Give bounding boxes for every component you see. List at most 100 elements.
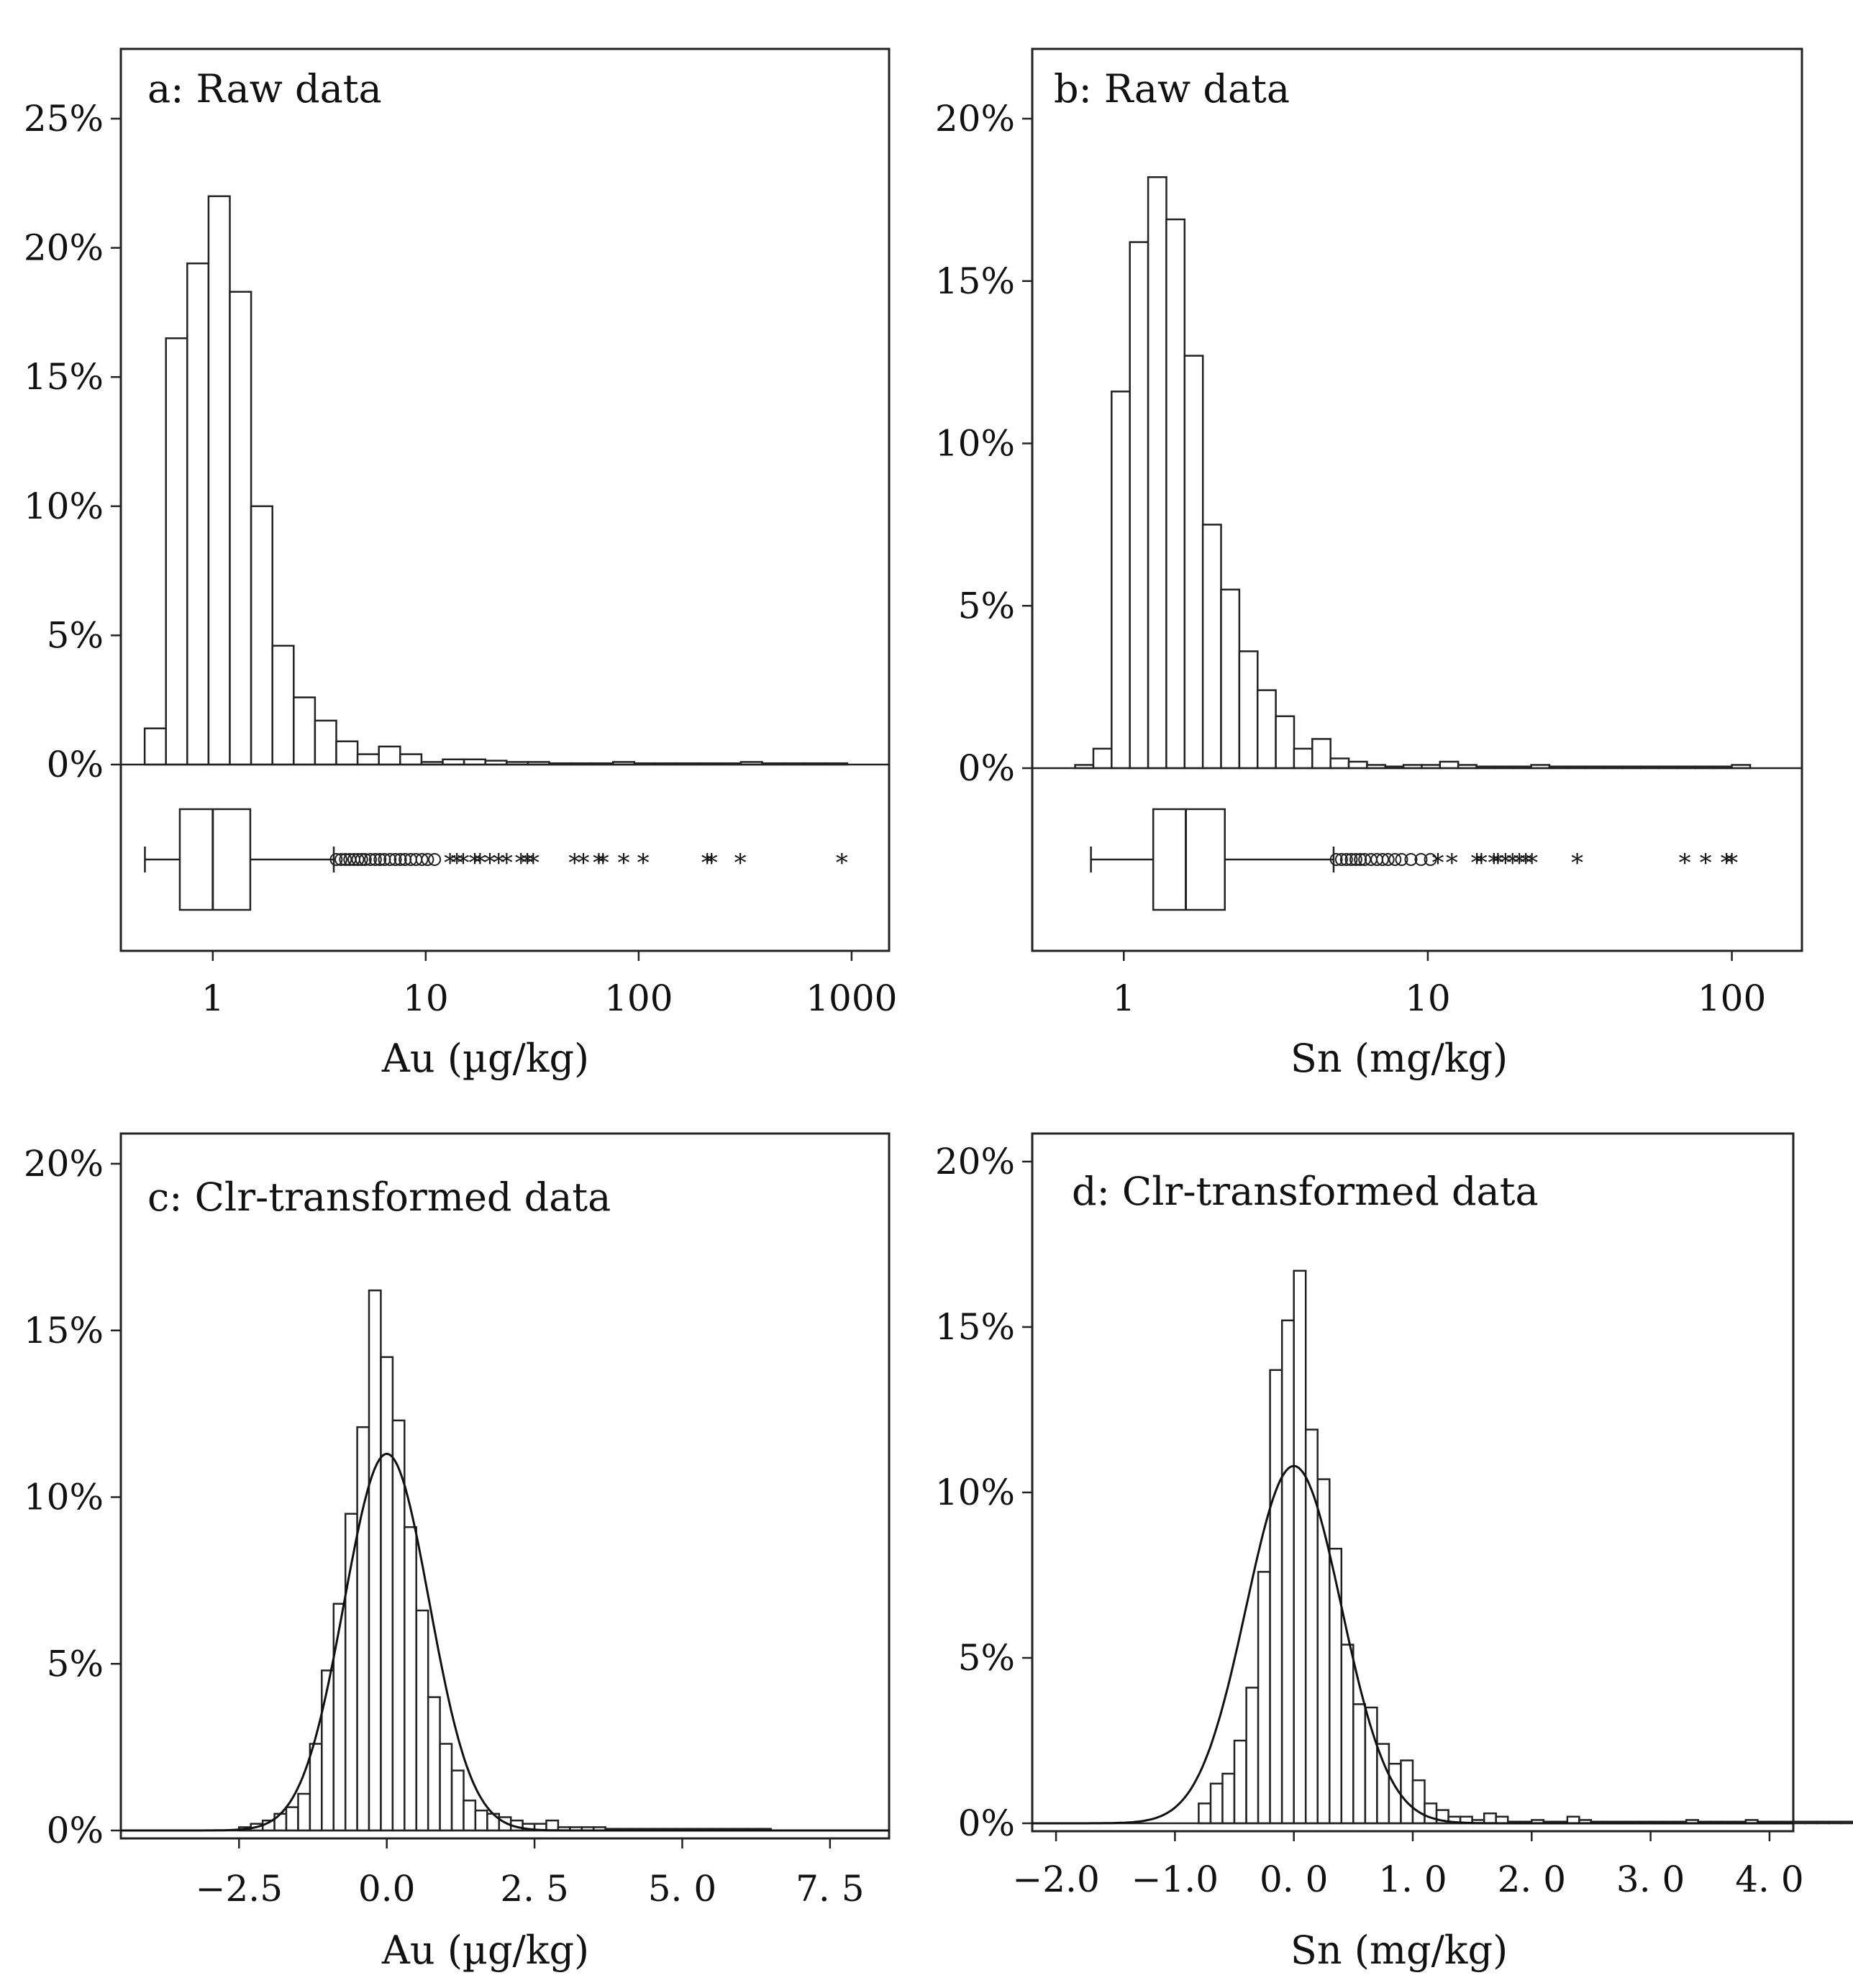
hist-bar <box>1238 650 1259 770</box>
outlier-circle <box>1329 853 1343 866</box>
y-tick-label: 25% <box>24 98 104 140</box>
hist-bar <box>427 1696 441 1832</box>
outlier-star: * <box>444 849 456 877</box>
panel-d-x-axis: −2.0 −1.0 0. 0 1. 0 2. 0 3. 0 4. 0 <box>1012 1831 1804 1900</box>
outlier-circle <box>383 853 397 866</box>
hist-bar <box>356 753 380 766</box>
hist-bar <box>415 1609 429 1832</box>
outlier-star: * <box>501 849 513 877</box>
outlier-star: * <box>1513 849 1526 877</box>
y-tick-label: 5% <box>958 585 1015 626</box>
hist-bar <box>450 1769 465 1832</box>
panel-d-frame <box>1031 1132 1795 1833</box>
hist-bar <box>1439 760 1460 770</box>
hist-bar <box>439 1743 453 1832</box>
y-tick-label: 5% <box>958 1637 1015 1679</box>
outlier-circle <box>428 853 442 866</box>
hist-bar <box>1201 524 1222 770</box>
outlier-star: * <box>1726 849 1738 877</box>
hist-bar <box>1804 1820 1818 1825</box>
outlier-circle <box>339 853 352 866</box>
panel-b-y-axis: 0% 5% 10% 15% 20% <box>935 98 1032 789</box>
panel-a-bars <box>121 195 889 766</box>
outlier-circle <box>351 853 365 866</box>
hist-bar <box>1111 391 1131 770</box>
hist-bar <box>335 740 359 766</box>
y-tick-label: 0% <box>47 1810 104 1851</box>
x-tick-label: 1 <box>201 977 224 1019</box>
panel-a-title: a: Raw data <box>147 66 382 111</box>
hist-bar <box>1483 1812 1497 1825</box>
hist-bar <box>1839 1820 1853 1825</box>
panel-a-x-axis: 1 10 100 1000 <box>201 951 897 1019</box>
hist-bar <box>321 1669 334 1832</box>
x-tick-label: −2.5 <box>196 1868 283 1910</box>
panel-b-x-axis: 1 10 100 <box>1112 951 1766 1019</box>
hist-bar <box>1411 1779 1426 1825</box>
outlier-star: * <box>1475 849 1488 877</box>
outlier-star: * <box>457 849 469 877</box>
hist-bar <box>1233 1739 1247 1825</box>
outlier-circle <box>421 853 434 866</box>
y-tick-label: 5% <box>47 1643 104 1684</box>
hist-bar <box>1256 689 1277 770</box>
y-tick-label: 20% <box>24 1143 104 1185</box>
panel-c-x-axis: −2.5 0.0 2. 5 5. 0 7. 5 <box>196 1838 865 1910</box>
hist-bar <box>380 1356 394 1832</box>
outlier-star: * <box>734 849 747 877</box>
x-tick-label: 10 <box>403 977 449 1019</box>
y-tick-label: 15% <box>24 356 104 398</box>
outlier-star: * <box>1571 849 1583 877</box>
hist-bar <box>1293 1269 1307 1825</box>
hist-bar <box>463 1800 477 1832</box>
outlier-star: * <box>593 849 605 877</box>
outlier-star: * <box>1721 849 1733 877</box>
outlier-circle <box>373 853 387 866</box>
x-tick-label: 1000 <box>806 977 897 1019</box>
panel-d: d: Clr-transformed data 0% 5% 10% 15% 20% −2… <box>935 1132 1853 1973</box>
outlier-circle <box>329 853 343 866</box>
outlier-circle <box>1404 853 1418 866</box>
hist-bar <box>1092 747 1113 770</box>
hist-bar <box>271 644 295 766</box>
panel-d-bars <box>1032 1269 1853 1825</box>
hist-bar <box>1209 1782 1224 1825</box>
hist-bar <box>1165 218 1186 770</box>
outlier-star: * <box>706 849 718 877</box>
outlier-circle <box>1388 853 1402 866</box>
x-tick-label: 100 <box>1698 977 1766 1019</box>
y-tick-label: 10% <box>935 1472 1015 1513</box>
outlier-star: * <box>1520 849 1532 877</box>
outlier-circle <box>363 853 377 866</box>
hist-bar <box>1828 1820 1842 1825</box>
x-tick-label: −1.0 <box>1132 1859 1219 1900</box>
x-tick-label: 3. 0 <box>1616 1859 1685 1900</box>
outlier-star: * <box>1679 849 1691 877</box>
outlier-circle <box>334 853 348 866</box>
hist-bar <box>1792 1820 1806 1825</box>
outlier-star: * <box>522 849 534 877</box>
normal-fit-curve <box>121 1452 889 1832</box>
hist-bar <box>1220 588 1241 770</box>
outlier-circle <box>393 853 407 866</box>
x-tick-label: 100 <box>604 977 673 1019</box>
hist-bar <box>186 262 210 766</box>
box-iqr <box>1152 808 1226 911</box>
y-tick-label: 10% <box>24 1477 104 1518</box>
x-tick-label: 0. 0 <box>1260 1859 1328 1900</box>
outlier-star: * <box>527 849 539 877</box>
hist-bar <box>314 719 337 766</box>
hist-bar <box>1329 1547 1343 1825</box>
outlier-star: * <box>1506 849 1519 877</box>
outlier-star: * <box>1446 849 1458 877</box>
x-tick-label: 1 <box>1112 977 1135 1019</box>
panel-b-title: b: Raw data <box>1054 66 1290 111</box>
hist-bar <box>1400 1759 1414 1825</box>
hist-bar <box>285 1806 299 1832</box>
hist-bar <box>399 753 423 766</box>
hist-bar <box>1183 355 1204 770</box>
panel-a-x-axis-title: Au (µg/kg) <box>381 1036 589 1081</box>
y-tick-label: 5% <box>47 614 104 656</box>
panel-c-normal-curve <box>121 1452 889 1832</box>
